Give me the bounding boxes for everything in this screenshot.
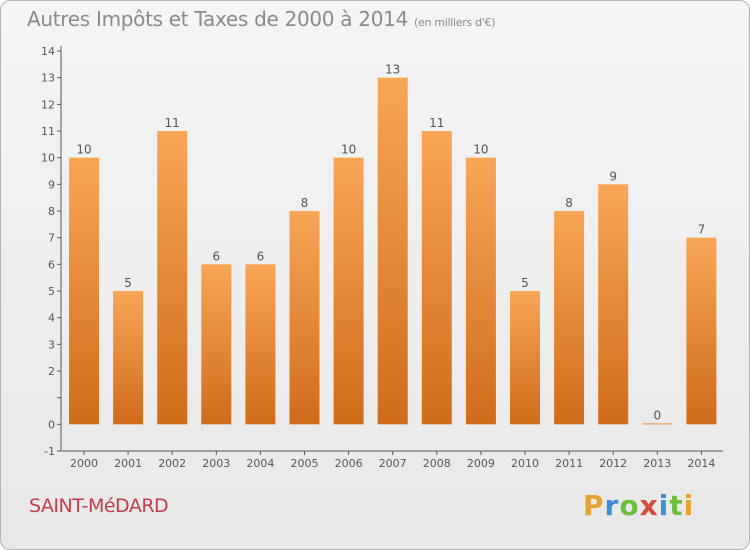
chart-title: Autres Impôts et Taxes de 2000 à 2014 (en…: [27, 7, 495, 31]
y-tick-label: 12: [41, 98, 55, 111]
bar-2001: [113, 291, 144, 425]
value-label-2003: 6: [212, 249, 220, 263]
x-tick-label-2000: 2000: [70, 457, 98, 470]
bar-2005: [289, 211, 320, 425]
value-label-2013: 0: [653, 408, 661, 422]
bar-2009: [465, 157, 496, 425]
y-tick-label: 10: [41, 152, 55, 165]
chart-unit: (en milliers d'€): [414, 16, 496, 29]
bar-2003: [201, 264, 232, 425]
value-label-2007: 13: [385, 63, 400, 77]
value-label-2004: 6: [257, 249, 265, 263]
value-label-2000: 10: [76, 143, 91, 157]
y-tick-label: 0: [48, 418, 55, 431]
value-label-2011: 8: [565, 196, 573, 210]
value-label-2008: 11: [429, 116, 444, 130]
bar-2000: [69, 157, 99, 425]
y-tick-label: 6: [48, 258, 55, 271]
x-tick-label-2014: 2014: [687, 457, 715, 470]
x-tick-label-2003: 2003: [202, 457, 230, 470]
y-tick-label: 11: [41, 125, 55, 138]
y-tick-label: 5: [48, 285, 55, 298]
x-tick-label-2011: 2011: [555, 457, 583, 470]
y-tick-label: 13: [41, 72, 55, 85]
bar-2006: [333, 157, 364, 425]
brand-logo: Proxiti: [583, 489, 695, 522]
x-tick-label-2002: 2002: [158, 457, 186, 470]
value-label-2006: 10: [341, 143, 356, 157]
x-tick-label-2008: 2008: [423, 457, 451, 470]
bar-2013: [642, 423, 673, 425]
value-label-2002: 11: [165, 116, 180, 130]
x-tick-label-2013: 2013: [643, 457, 671, 470]
x-tick-label-2010: 2010: [511, 457, 539, 470]
y-tick-label: 14: [41, 45, 55, 58]
y-tick-label: 2: [48, 365, 55, 378]
value-label-2001: 5: [124, 276, 132, 290]
y-tick-label: 8: [48, 205, 55, 218]
x-tick-label-2009: 2009: [467, 457, 495, 470]
bar-2014: [686, 237, 717, 425]
value-label-2010: 5: [521, 276, 529, 290]
bar-2012: [598, 184, 629, 425]
y-tick-label: 4: [48, 312, 55, 325]
value-label-2014: 7: [698, 223, 706, 237]
chart-title-text: Autres Impôts et Taxes de 2000 à 2014: [27, 7, 408, 31]
x-tick-label-2012: 2012: [599, 457, 627, 470]
value-label-2012: 9: [609, 169, 617, 183]
y-tick-label: 3: [48, 338, 55, 351]
value-label-2009: 10: [473, 143, 488, 157]
value-label-2005: 8: [301, 196, 309, 210]
y-tick-label: 7: [48, 232, 55, 245]
bar-2008: [421, 131, 452, 425]
y-tick-label: 9: [48, 178, 55, 191]
x-tick-label-2004: 2004: [246, 457, 274, 470]
city-name: SAINT-MéDARD: [29, 495, 169, 517]
bar-2002: [157, 131, 188, 425]
bar-2007: [377, 77, 408, 425]
y-tick-label: -1: [44, 445, 55, 458]
bar-2011: [554, 211, 585, 425]
x-tick-label-2007: 2007: [379, 457, 407, 470]
bar-2010: [510, 291, 540, 425]
x-tick-label-2001: 2001: [114, 457, 142, 470]
x-tick-label-2006: 2006: [335, 457, 363, 470]
bar-2004: [245, 264, 276, 425]
x-tick-label-2005: 2005: [291, 457, 319, 470]
